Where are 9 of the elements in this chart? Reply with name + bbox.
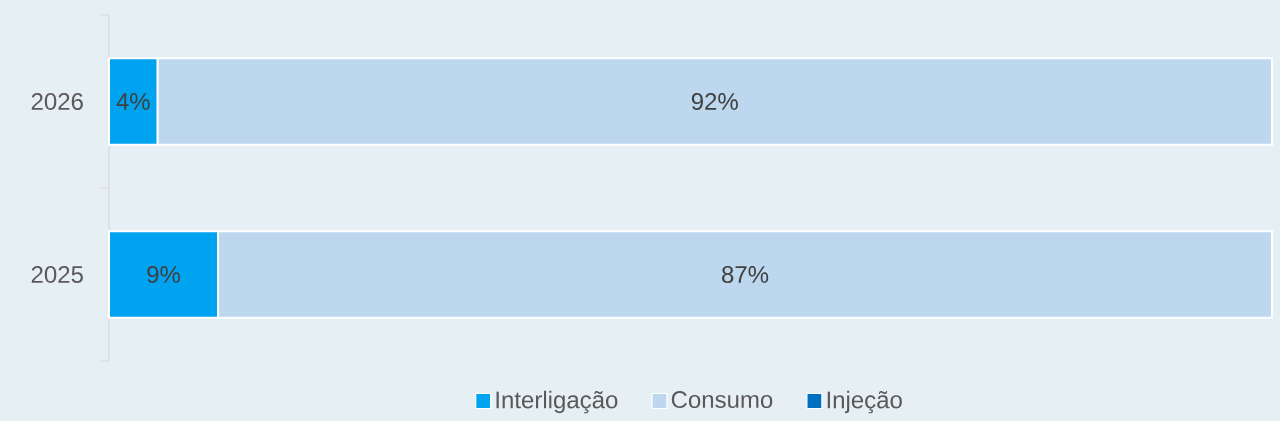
data-label: 4% bbox=[116, 93, 150, 110]
y-tick-label: 2025 bbox=[31, 266, 83, 283]
data-label: 9% bbox=[147, 266, 181, 283]
legend-label: Interligação bbox=[496, 390, 618, 414]
data-label: 87% bbox=[722, 266, 769, 283]
legend-label: Injeção bbox=[827, 390, 902, 414]
y-tick-label: 2026 bbox=[31, 93, 83, 110]
legend-label: Consumo bbox=[671, 391, 773, 409]
data-label: 92% bbox=[691, 93, 738, 110]
